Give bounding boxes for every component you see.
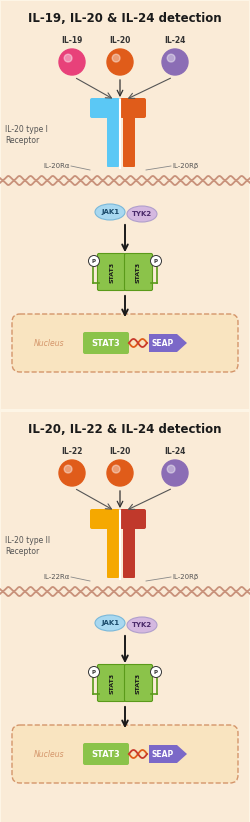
Text: STAT3: STAT3 — [136, 672, 141, 694]
Circle shape — [88, 667, 100, 677]
FancyBboxPatch shape — [120, 509, 146, 529]
Text: P: P — [154, 669, 158, 675]
Text: IL-20: IL-20 — [109, 447, 131, 456]
FancyBboxPatch shape — [123, 113, 135, 167]
FancyBboxPatch shape — [124, 253, 152, 290]
Ellipse shape — [127, 617, 157, 633]
Circle shape — [112, 465, 120, 473]
Ellipse shape — [95, 204, 125, 220]
Circle shape — [167, 465, 175, 473]
Text: IL-20, IL-22 & IL-24 detection: IL-20, IL-22 & IL-24 detection — [28, 423, 222, 436]
FancyBboxPatch shape — [1, 1, 249, 409]
Text: IL-20: IL-20 — [109, 36, 131, 45]
FancyBboxPatch shape — [124, 664, 152, 701]
Text: SEAP: SEAP — [152, 750, 174, 759]
FancyBboxPatch shape — [83, 743, 129, 765]
Circle shape — [64, 465, 72, 473]
FancyBboxPatch shape — [1, 412, 249, 822]
FancyArrow shape — [149, 334, 187, 352]
FancyBboxPatch shape — [83, 332, 129, 354]
Text: IL-22: IL-22 — [61, 447, 83, 456]
Circle shape — [162, 460, 188, 486]
Circle shape — [112, 54, 120, 62]
FancyBboxPatch shape — [107, 524, 119, 578]
Text: IL-24: IL-24 — [164, 447, 186, 456]
Circle shape — [107, 49, 133, 75]
Text: TYK2: TYK2 — [132, 211, 152, 217]
FancyBboxPatch shape — [90, 98, 120, 118]
Text: STAT3: STAT3 — [136, 261, 141, 283]
FancyBboxPatch shape — [98, 664, 126, 701]
FancyBboxPatch shape — [98, 253, 126, 290]
Text: JAK1: JAK1 — [101, 620, 119, 626]
FancyBboxPatch shape — [123, 524, 135, 578]
Text: IL-19, IL-20 & IL-24 detection: IL-19, IL-20 & IL-24 detection — [28, 12, 222, 25]
Ellipse shape — [127, 206, 157, 222]
Text: IL-20 type I
Receptor: IL-20 type I Receptor — [5, 125, 48, 145]
Text: IL-22Rα: IL-22Rα — [44, 574, 70, 580]
Text: P: P — [92, 669, 96, 675]
Text: IL-20Rα: IL-20Rα — [44, 163, 70, 169]
Text: Nucleus: Nucleus — [34, 339, 64, 348]
FancyBboxPatch shape — [12, 314, 238, 372]
Text: IL-19: IL-19 — [61, 36, 83, 45]
Ellipse shape — [95, 615, 125, 631]
Circle shape — [59, 460, 85, 486]
Circle shape — [150, 256, 162, 266]
Text: STAT3: STAT3 — [92, 750, 120, 759]
Text: IL-20Rβ: IL-20Rβ — [172, 574, 198, 580]
Circle shape — [88, 256, 100, 266]
Circle shape — [107, 460, 133, 486]
FancyBboxPatch shape — [12, 725, 238, 783]
Text: SEAP: SEAP — [152, 339, 174, 348]
Text: STAT3: STAT3 — [109, 261, 114, 283]
Text: Nucleus: Nucleus — [34, 750, 64, 759]
Circle shape — [64, 54, 72, 62]
Text: IL-20Rβ: IL-20Rβ — [172, 163, 198, 169]
FancyBboxPatch shape — [120, 98, 146, 118]
Circle shape — [59, 49, 85, 75]
Text: P: P — [92, 258, 96, 264]
Circle shape — [162, 49, 188, 75]
Text: P: P — [154, 258, 158, 264]
Text: JAK1: JAK1 — [101, 209, 119, 215]
Circle shape — [150, 667, 162, 677]
Circle shape — [167, 54, 175, 62]
FancyBboxPatch shape — [90, 509, 120, 529]
Text: IL-20 type II
Receptor: IL-20 type II Receptor — [5, 536, 50, 556]
FancyArrow shape — [149, 745, 187, 763]
Text: TYK2: TYK2 — [132, 622, 152, 628]
Text: STAT3: STAT3 — [109, 672, 114, 694]
Text: STAT3: STAT3 — [92, 339, 120, 348]
Text: IL-24: IL-24 — [164, 36, 186, 45]
FancyBboxPatch shape — [107, 113, 119, 167]
